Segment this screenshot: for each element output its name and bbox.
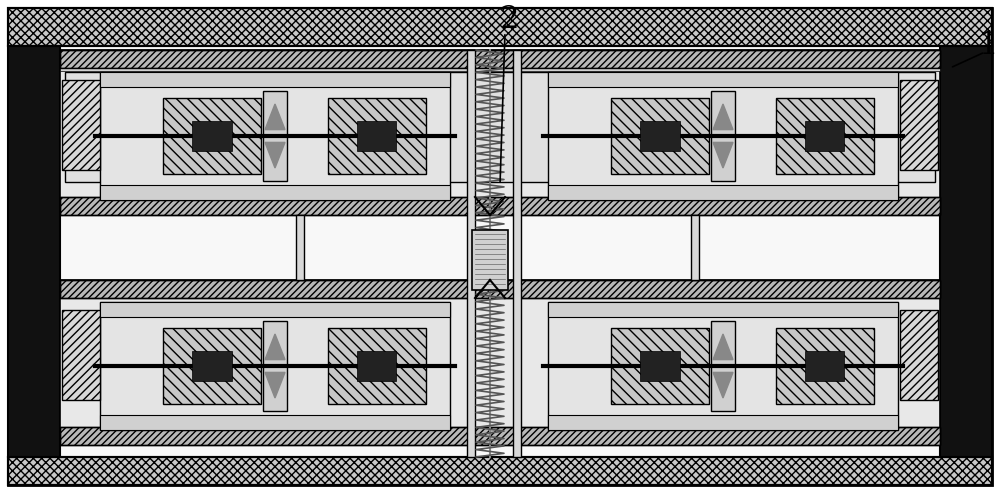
Bar bbox=[8, 46, 60, 457]
Bar bbox=[357, 351, 396, 382]
Bar bbox=[60, 427, 940, 445]
Bar bbox=[296, 215, 304, 280]
Text: 1: 1 bbox=[978, 30, 998, 61]
Bar bbox=[548, 185, 898, 200]
Bar bbox=[357, 121, 396, 151]
Bar bbox=[65, 72, 935, 182]
Polygon shape bbox=[713, 104, 733, 130]
Bar bbox=[163, 328, 261, 404]
Bar bbox=[60, 68, 940, 71]
Bar bbox=[263, 321, 287, 411]
Bar bbox=[60, 46, 940, 457]
Bar bbox=[548, 72, 898, 200]
Polygon shape bbox=[713, 142, 733, 168]
Bar bbox=[60, 50, 940, 68]
Bar bbox=[611, 328, 709, 404]
Polygon shape bbox=[265, 334, 285, 359]
Bar bbox=[192, 351, 232, 382]
Bar bbox=[100, 302, 450, 317]
Bar bbox=[60, 197, 940, 215]
Bar bbox=[611, 98, 709, 175]
Bar bbox=[328, 328, 426, 404]
Bar bbox=[691, 215, 699, 280]
Bar bbox=[60, 280, 940, 445]
Bar bbox=[328, 98, 426, 175]
Bar bbox=[8, 8, 992, 46]
Bar bbox=[805, 121, 844, 151]
Bar bbox=[100, 72, 450, 87]
Polygon shape bbox=[265, 372, 285, 398]
Bar bbox=[640, 351, 680, 382]
Bar bbox=[192, 121, 232, 151]
Bar bbox=[548, 302, 898, 317]
Bar bbox=[776, 328, 874, 404]
Polygon shape bbox=[713, 372, 733, 398]
Bar bbox=[513, 50, 521, 457]
Bar bbox=[100, 415, 450, 430]
Bar bbox=[163, 98, 261, 175]
Bar bbox=[548, 72, 898, 87]
Bar bbox=[8, 8, 992, 46]
Bar bbox=[62, 80, 100, 170]
Bar bbox=[100, 72, 450, 200]
Bar bbox=[62, 310, 100, 400]
Bar bbox=[776, 98, 874, 175]
Bar bbox=[60, 280, 940, 298]
Polygon shape bbox=[265, 142, 285, 168]
Bar bbox=[711, 91, 735, 181]
Bar bbox=[711, 321, 735, 411]
Bar bbox=[805, 351, 844, 382]
Bar bbox=[8, 457, 992, 485]
Polygon shape bbox=[713, 334, 733, 359]
Bar bbox=[60, 50, 940, 215]
Bar bbox=[100, 302, 450, 430]
Bar bbox=[263, 91, 287, 181]
Bar bbox=[640, 121, 680, 151]
Bar bbox=[548, 415, 898, 430]
Bar bbox=[900, 310, 938, 400]
Bar bbox=[60, 197, 940, 215]
Bar bbox=[900, 80, 938, 170]
Bar bbox=[8, 457, 992, 485]
Bar bbox=[472, 230, 508, 290]
Text: 2: 2 bbox=[500, 4, 520, 35]
Bar bbox=[60, 280, 940, 298]
Polygon shape bbox=[265, 104, 285, 130]
Bar bbox=[100, 185, 450, 200]
Bar bbox=[60, 50, 940, 68]
Bar bbox=[467, 50, 475, 457]
Bar bbox=[60, 427, 940, 445]
Bar bbox=[940, 46, 992, 457]
Bar bbox=[548, 302, 898, 430]
